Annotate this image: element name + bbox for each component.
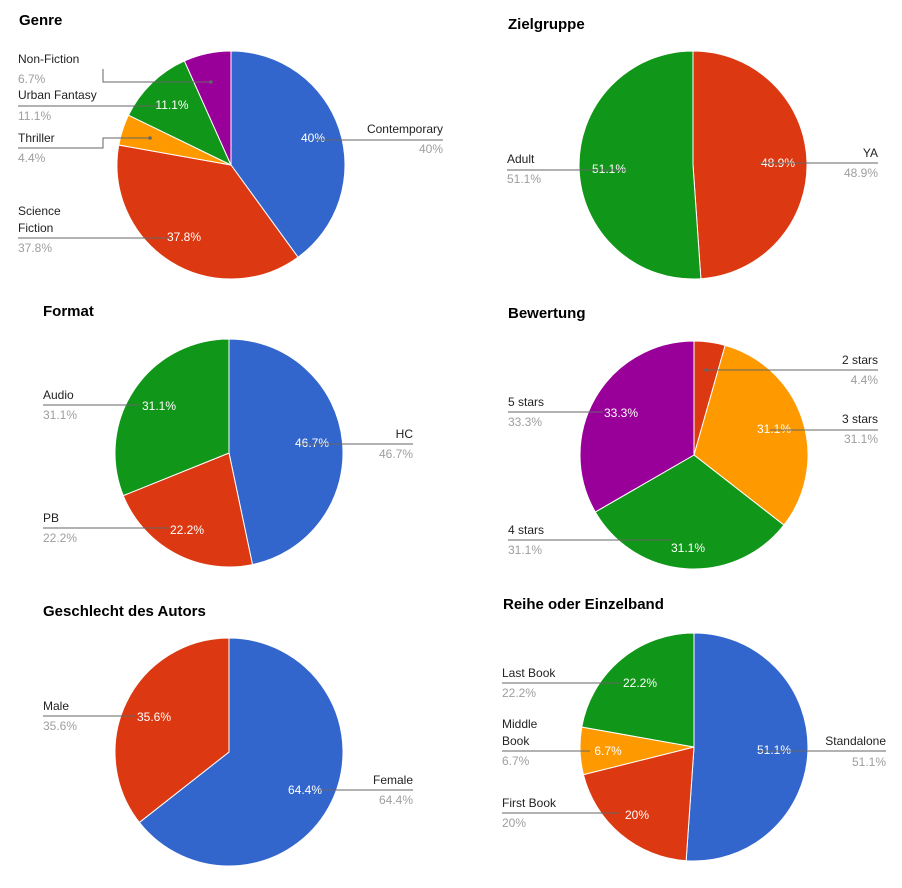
chart-title: Bewertung <box>508 305 586 322</box>
chart-geschlecht-des-autors: Geschlecht des Autors 64.4% 35.6% Female… <box>43 603 413 867</box>
slice-value-label: 64.4% <box>288 783 322 797</box>
slice-name-label: Fiction <box>18 221 53 235</box>
slice-percent-label: 46.7% <box>379 447 413 461</box>
slice-value-label: 51.1% <box>757 743 791 757</box>
chart-bewertung: Bewertung 31.1% 31.1% 33.3% 2 stars 4.4%… <box>508 305 879 570</box>
slice-name-label: First Book <box>502 796 557 810</box>
pie-slice-last-book <box>581 632 695 748</box>
chart-title: Format <box>43 303 94 320</box>
pie-slice-audio <box>114 338 230 497</box>
chart-title: Geschlecht des Autors <box>43 603 206 620</box>
slice-percent-label: 22.2% <box>502 686 536 700</box>
slice-name-label: Book <box>502 734 530 748</box>
pie-slice-science-fiction <box>116 144 299 280</box>
chart-title: Zielgruppe <box>508 16 585 33</box>
pie-slice-5-stars <box>579 340 695 513</box>
slice-value-label: 35.6% <box>137 710 171 724</box>
leader-line <box>18 137 150 149</box>
pie-slice-hc <box>228 338 344 566</box>
pie-slices <box>579 632 809 862</box>
slice-name-label: Contemporary <box>367 122 443 136</box>
leader-dot <box>704 368 708 372</box>
chart-genre: Genre 40% 37.8% 11.1% Contemporary 40% S… <box>18 12 443 280</box>
slice-name-label: 4 stars <box>508 523 544 537</box>
pie-slices <box>578 50 808 280</box>
slice-name-label: Audio <box>43 388 74 402</box>
pie-slice-adult <box>578 50 702 280</box>
slice-name-label: YA <box>863 146 878 160</box>
slice-percent-label: 20% <box>502 816 526 830</box>
slice-name-label: Middle <box>502 717 538 731</box>
slice-value-label: 31.1% <box>671 541 705 555</box>
slice-value-label: 46.7% <box>295 436 329 450</box>
slice-value-label: 11.1% <box>155 98 188 112</box>
slice-percent-label: 31.1% <box>508 543 542 557</box>
slice-name-label: Science <box>18 204 61 218</box>
pie-slices <box>114 338 344 568</box>
slice-name-label: 2 stars <box>842 353 878 367</box>
pie-slices <box>114 637 344 867</box>
slice-name-label: HC <box>396 427 414 441</box>
slice-percent-label: 51.1% <box>507 172 541 186</box>
slice-name-label: Standalone <box>825 734 886 748</box>
chart-title: Reihe oder Einzelband <box>503 596 664 613</box>
pie-slices <box>116 50 346 280</box>
slice-name-label: Urban Fantasy <box>18 88 97 102</box>
slice-value-label: 40% <box>301 131 325 145</box>
slice-name-label: 3 stars <box>842 412 878 426</box>
slice-value-label: 22.2% <box>623 676 657 690</box>
slice-value-label: 33.3% <box>604 406 638 420</box>
slice-percent-label: 35.6% <box>43 719 77 733</box>
slice-percent-label: 4.4% <box>18 151 46 165</box>
slice-value-label: 20% <box>625 808 649 822</box>
slice-name-label: Adult <box>507 152 535 166</box>
slice-value-label: 22.2% <box>170 523 204 537</box>
chart-title: Genre <box>19 12 62 29</box>
chart-reihe-oder-einzelband: Reihe oder Einzelband 51.1% 20% 6.7% 22.… <box>502 596 886 862</box>
pie-slice-non-fiction <box>183 50 232 166</box>
slice-name-label: 5 stars <box>508 395 544 409</box>
slice-name-label: Female <box>373 773 413 787</box>
slice-percent-label: 22.2% <box>43 531 77 545</box>
slice-name-label: PB <box>43 511 59 525</box>
pie-slices <box>579 340 809 570</box>
leader-line <box>102 69 211 83</box>
slice-percent-label: 11.1% <box>18 109 51 123</box>
slice-percent-label: 4.4% <box>851 373 879 387</box>
pie-slice-ya <box>692 50 808 280</box>
slice-percent-label: 40% <box>419 142 443 156</box>
slice-value-label: 31.1% <box>142 399 176 413</box>
slice-percent-label: 48.9% <box>844 166 878 180</box>
slice-percent-label: 64.4% <box>379 793 413 807</box>
pie-slice-female <box>138 637 344 867</box>
slice-percent-label: 31.1% <box>844 432 878 446</box>
slice-value-label: 6.7% <box>594 744 622 758</box>
slice-percent-label: 6.7% <box>502 754 530 768</box>
pie-slice-contemporary <box>230 50 346 258</box>
slice-percent-label: 51.1% <box>852 755 886 769</box>
leader-dot <box>209 80 213 84</box>
pie-slice-pb <box>122 452 254 568</box>
slice-percent-label: 31.1% <box>43 408 77 422</box>
chart-zielgruppe: Zielgruppe 48.9% 51.1% YA 48.9% Adult 51… <box>507 16 878 280</box>
chart-format: Format 46.7% 22.2% 31.1% HC 46.7% PB 22.… <box>43 303 414 568</box>
slice-name-label: Thriller <box>18 131 55 145</box>
pie-slice-3-stars <box>693 344 809 526</box>
pie-slice-male <box>114 637 230 824</box>
slice-percent-label: 37.8% <box>18 241 52 255</box>
slice-percent-label: 33.3% <box>508 415 542 429</box>
slice-value-label: 37.8% <box>167 230 201 244</box>
slice-percent-label: 6.7% <box>18 72 46 86</box>
leader-dot <box>148 136 152 140</box>
pie-slice-first-book <box>582 746 695 862</box>
slice-value-label: 51.1% <box>592 162 626 176</box>
slice-name-label: Non-Fiction <box>18 52 79 66</box>
pie-slice-urban-fantasy <box>127 60 233 167</box>
slice-name-label: Male <box>43 699 69 713</box>
slice-name-label: Last Book <box>502 666 556 680</box>
slice-value-label: 31.1% <box>757 422 791 436</box>
